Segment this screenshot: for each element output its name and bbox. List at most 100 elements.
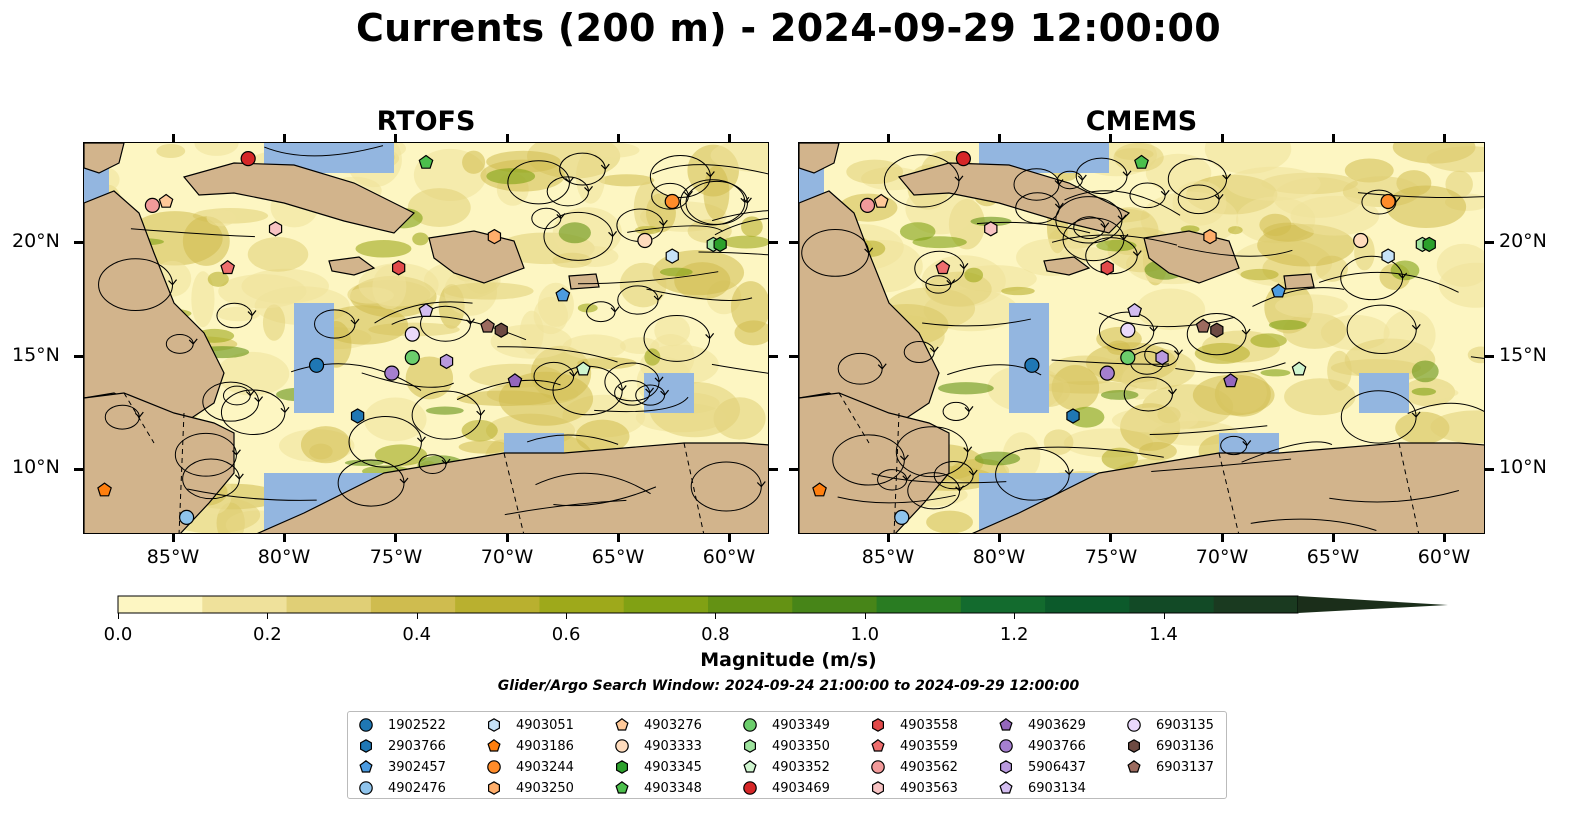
legend-item: 4902476: [358, 779, 446, 797]
colorbar-cell: [1129, 596, 1215, 613]
colorbar-label: Magnitude (m/s): [700, 649, 877, 671]
float-marker-4903250: [1203, 228, 1217, 245]
tick-mark: [789, 468, 798, 471]
tick-mark: [505, 534, 509, 542]
tick-mark: [283, 534, 287, 542]
tick-mark: [1443, 134, 1446, 142]
legend-marker-6903134: [999, 781, 1013, 794]
legend-label: 4903766: [1028, 738, 1086, 754]
legend-label: 4903563: [900, 780, 958, 796]
legend-item: 4903766: [998, 737, 1086, 755]
float-marker-4903562: [859, 197, 876, 214]
colorbar-tick-label: 0.0: [103, 624, 133, 645]
landmass: [1283, 273, 1315, 290]
legend-item: 1902522: [358, 716, 446, 734]
map-canvas: [799, 143, 1484, 533]
colorbar-cell: [1045, 596, 1130, 613]
lat-tick-left-10: 10°N: [12, 456, 60, 478]
float-marker-4903558: [1100, 260, 1114, 276]
colorbar-tick: [118, 613, 119, 619]
float-marker-3902457: [555, 287, 571, 302]
float-marker-6903134: [1127, 302, 1143, 317]
tick-mark: [616, 134, 620, 142]
legend-marker-5906437: [999, 760, 1012, 774]
legend-marker-4903250: [487, 781, 500, 795]
legend-marker-4903766: [999, 739, 1013, 753]
colorbar-cell: [1213, 596, 1299, 613]
legend-item: 6903134: [998, 779, 1086, 797]
float-marker-4903333: [1353, 232, 1369, 249]
landmass: [897, 162, 1131, 234]
float-marker-4903469: [240, 151, 256, 167]
colorbar-tick: [416, 613, 418, 619]
lon-tick-right-75: 75°W: [1084, 546, 1138, 568]
tick-mark: [1485, 241, 1494, 244]
colorbar-tick: [566, 613, 568, 619]
lon-tick-left-70: 70°W: [480, 546, 534, 568]
streamlines: [98, 145, 768, 516]
float-marker-4903766: [384, 365, 400, 381]
float-marker-4903558: [392, 260, 406, 276]
colorbar-cell: [286, 596, 372, 613]
map-panel-rtofs[interactable]: [83, 142, 769, 534]
float-marker-4903244: [664, 193, 680, 210]
legend-item: 4903349: [742, 716, 830, 734]
colorbar-cell: [202, 596, 288, 613]
colorbar-tick: [864, 613, 866, 619]
legend-label: 4903333: [644, 738, 702, 754]
float-marker-4903559: [935, 260, 951, 275]
tick-mark: [283, 134, 287, 142]
colorbar-cell: [876, 596, 962, 613]
legend-marker-4903276: [615, 718, 629, 731]
legend-item: 3902457: [358, 758, 446, 776]
legend-marker-4903333: [615, 739, 629, 753]
float-marker-4903051: [665, 248, 679, 264]
colorbar-cell: [708, 596, 793, 613]
colorbar-cell: [539, 596, 625, 613]
legend-label: 3902457: [388, 759, 446, 775]
tick-mark: [172, 534, 175, 542]
lat-tick-right-10: 10°N: [1499, 456, 1547, 478]
colorbar-extend-arrow: [1298, 596, 1448, 613]
float-marker-5906437: [1155, 349, 1169, 366]
legend-item: 4903244: [486, 758, 574, 776]
tick-mark: [1220, 134, 1224, 142]
float-marker-4903051: [1381, 248, 1395, 264]
tick-mark: [1443, 534, 1446, 542]
legend-item: 4903186: [486, 737, 574, 755]
legend-item: 6903137: [1126, 758, 1214, 776]
tick-mark: [505, 134, 509, 142]
landmass: [84, 143, 125, 174]
panel-title-cmems: CMEMS: [1085, 106, 1198, 137]
legend-marker-4903629: [999, 718, 1013, 731]
float-marker-6903136: [494, 322, 508, 338]
tick-mark: [728, 534, 731, 542]
legend-item: 5906437: [998, 758, 1086, 776]
legend-label: 4903276: [644, 717, 702, 733]
lat-tick-right-20: 20°N: [1499, 230, 1547, 252]
colorbar-tick-label: 1.4: [1149, 624, 1178, 645]
colorbar-tick-label: 1.2: [999, 624, 1029, 645]
legend-marker-4903186: [487, 739, 501, 752]
colorbar-tick-label: 0.2: [253, 624, 282, 645]
tick-mark: [172, 134, 175, 142]
colorbar-tick: [267, 613, 269, 619]
legend-label: 4903562: [900, 759, 958, 775]
legend-item: 4903348: [614, 779, 702, 797]
lat-tick-right-15: 15°N: [1499, 344, 1547, 366]
float-marker-4902476: [894, 509, 910, 525]
legend-item: 4903629: [998, 716, 1086, 734]
legend-item: 4903558: [870, 716, 958, 734]
legend-marker-6903136: [1127, 739, 1140, 753]
colorbar-tick: [715, 613, 717, 619]
panel-title-rtofs: RTOFS: [376, 106, 476, 137]
legend-item: 4903562: [870, 758, 958, 776]
legend-label: 4903348: [644, 780, 702, 796]
float-marker-4903186: [812, 482, 827, 497]
float-marker-4903559: [220, 260, 236, 275]
colorbar-cell: [118, 596, 203, 613]
map-panel-cmems[interactable]: [798, 142, 1485, 534]
legend-label: 6903134: [1028, 780, 1086, 796]
tick-mark: [1331, 534, 1335, 542]
float-marker-6903137: [1195, 318, 1211, 333]
